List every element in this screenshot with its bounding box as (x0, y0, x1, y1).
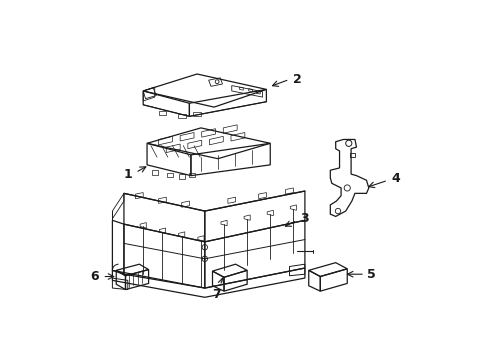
Text: 1: 1 (123, 168, 132, 181)
Text: 2: 2 (292, 73, 301, 86)
Text: 3: 3 (300, 212, 308, 225)
Text: 6: 6 (90, 270, 99, 283)
Text: 7: 7 (211, 288, 220, 301)
Text: 4: 4 (390, 172, 399, 185)
Text: 5: 5 (366, 268, 375, 281)
